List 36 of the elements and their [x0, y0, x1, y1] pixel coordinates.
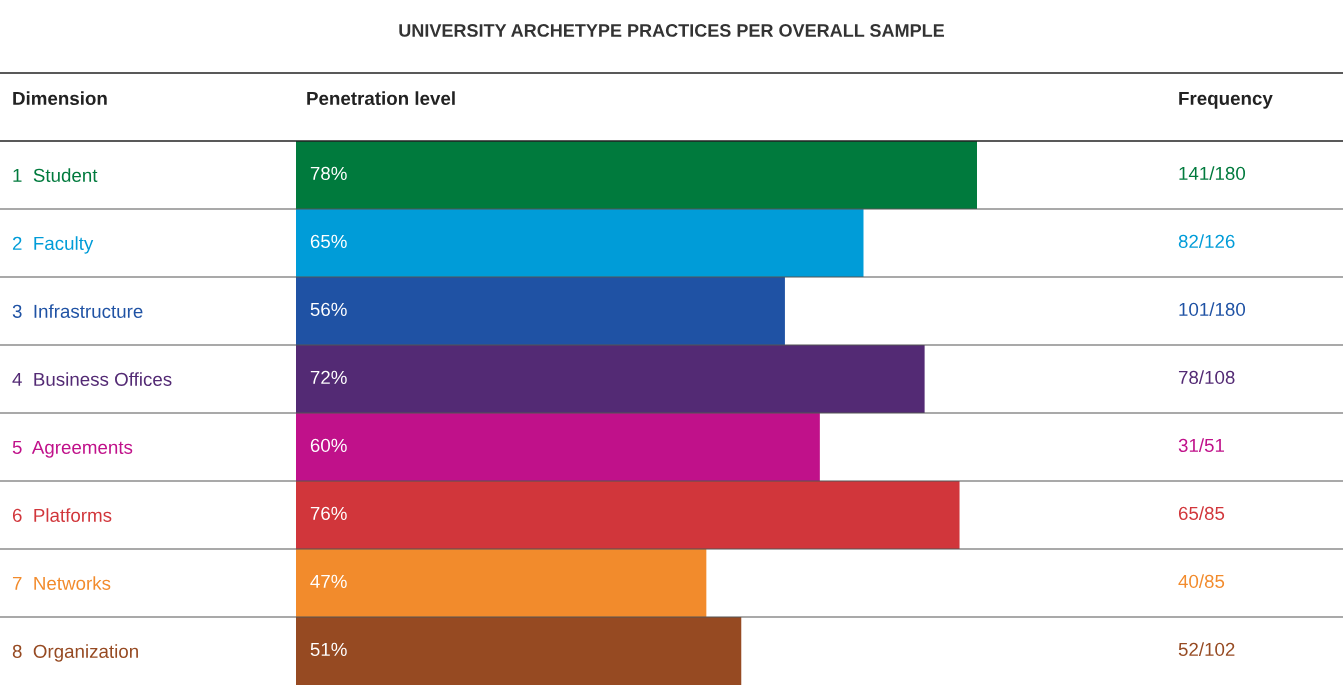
data-label: 78% [310, 166, 347, 181]
y-axis-title: Dimension [13, 91, 107, 106]
data-label: 51% [310, 642, 347, 657]
x-axis-title: Penetration level [307, 91, 455, 106]
text: 31/51 [1178, 438, 1225, 453]
text: Frequency [1179, 91, 1273, 109]
y-tick-label: 3 Infrastructure [12, 304, 143, 318]
text: 40/85 [1178, 574, 1225, 589]
text: 52/102 [1178, 642, 1235, 657]
y-tick-label: 4 Business Offices [12, 372, 172, 386]
data-label: 47% [310, 574, 347, 588]
text: 101/180 [1179, 302, 1246, 317]
bar [296, 481, 960, 549]
data-label: 56% [310, 302, 347, 317]
text: 82/126 [1178, 234, 1235, 249]
y-tick-label: 6 Platforms [12, 508, 112, 522]
data-label: 72% [310, 370, 347, 384]
y-tick-label: 5 Agreements [12, 440, 133, 458]
text: 65/85 [1178, 506, 1225, 521]
y-tick-label: 8 Organization [12, 644, 138, 662]
text: 78/108 [1178, 370, 1235, 385]
bar [296, 209, 864, 277]
bar [296, 277, 785, 345]
y-tick-label: 2 Faculty [12, 236, 94, 254]
bar [296, 345, 925, 413]
bar [296, 617, 742, 685]
chart-title: UNIVERSITY ARCHETYPE PRACTICES PER OVERALL SAMPLE [399, 24, 945, 37]
y-tick-label: 1 Student [13, 168, 98, 182]
bar [296, 549, 707, 617]
data-label: 60% [310, 438, 347, 453]
bar [296, 413, 820, 481]
bar [296, 141, 977, 209]
data-label: 76% [310, 506, 347, 521]
data-label: 65% [310, 234, 347, 249]
y-tick-label: 7 Networks [12, 576, 111, 590]
text: 141/180 [1179, 166, 1246, 181]
